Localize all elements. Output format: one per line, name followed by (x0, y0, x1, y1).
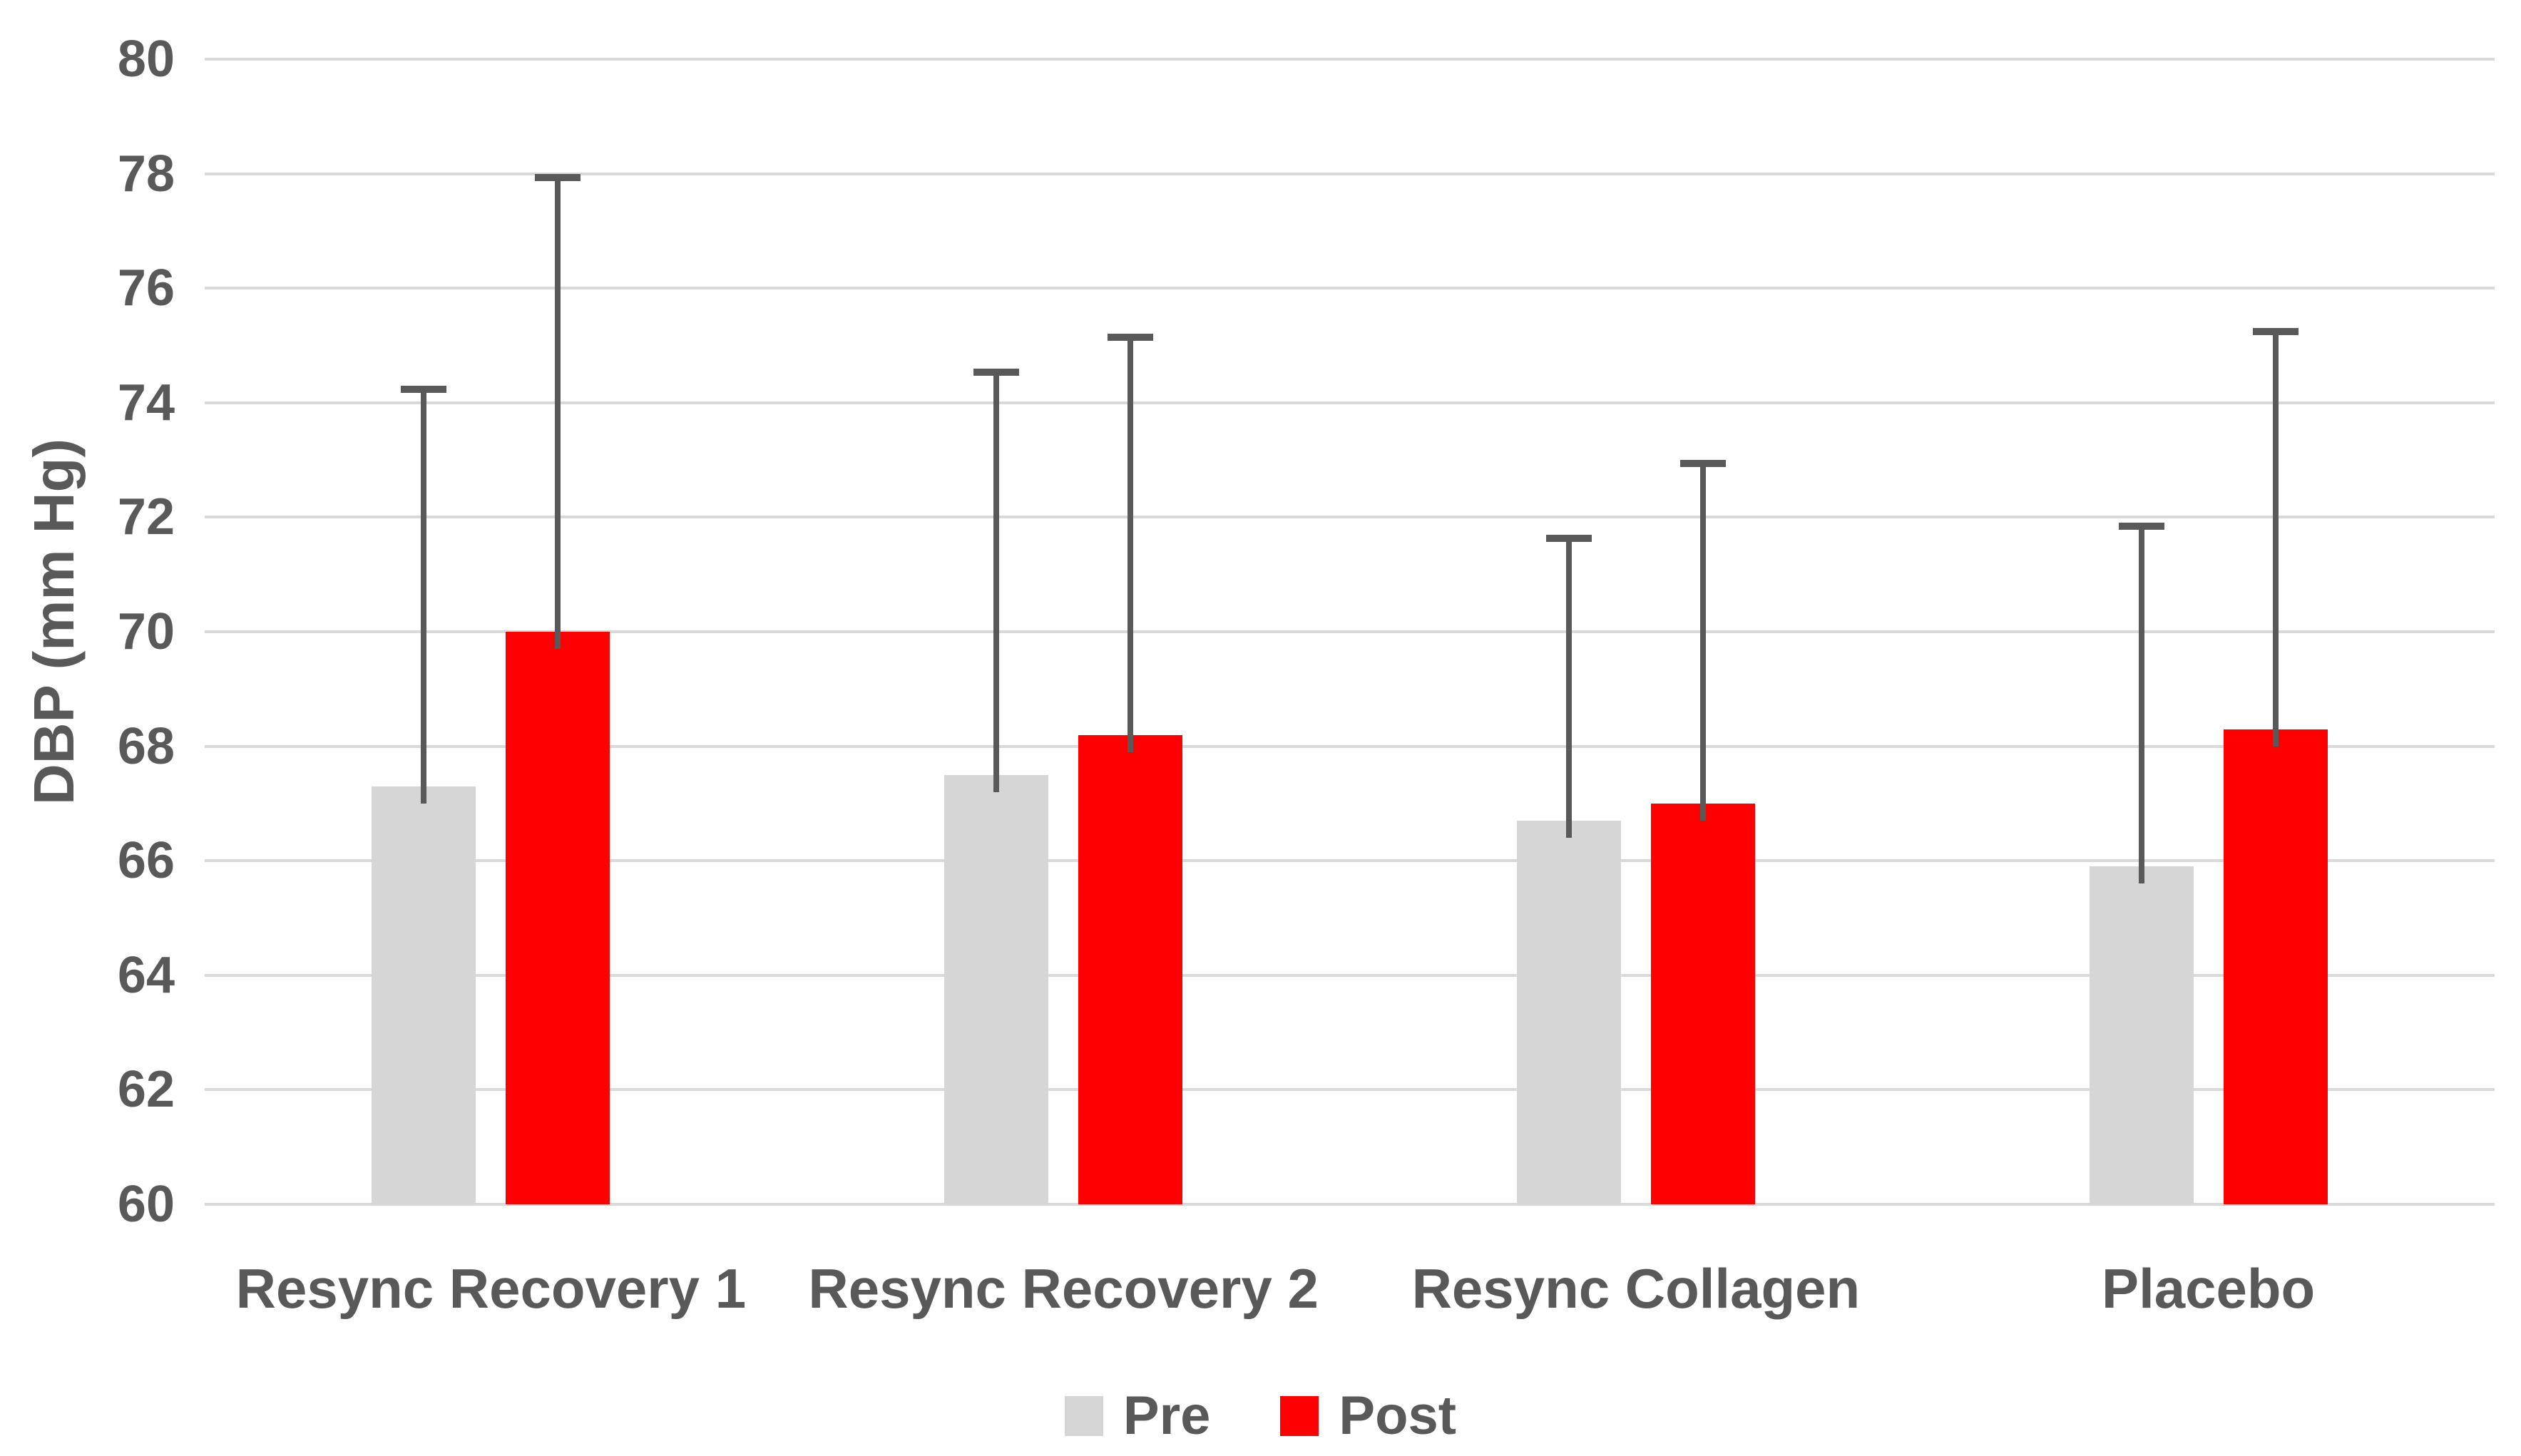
y-tick-label-72: 72 (117, 488, 175, 546)
gridline-80 (205, 58, 2495, 61)
error-bar-cap (535, 173, 581, 181)
error-bar-post-3 (1680, 460, 1726, 821)
legend-swatch-pre (1064, 1396, 1103, 1436)
category-label-3: Resync Collagen (1411, 1257, 1861, 1320)
error-bar-stem (1127, 334, 1133, 752)
error-bar-stem (993, 368, 999, 792)
gridline-76 (205, 287, 2495, 290)
legend-label-pre: Pre (1123, 1385, 1211, 1446)
legend-label-post: Post (1339, 1385, 1457, 1446)
category-label-1: Resync Recovery 1 (235, 1257, 747, 1320)
gridline-66 (205, 859, 2495, 863)
legend-item-pre: Pre (1064, 1385, 1211, 1446)
error-bar-stem (1566, 534, 1572, 838)
y-tick-label-64: 64 (117, 946, 175, 1004)
gridline-74 (205, 401, 2495, 404)
legend-swatch-post (1280, 1396, 1319, 1436)
gridline-70 (205, 630, 2495, 633)
y-tick-label-70: 70 (117, 603, 175, 660)
bar-post-4 (2224, 328, 2328, 1204)
error-bar-pre-4 (2119, 523, 2164, 884)
bar-pre-4 (2090, 523, 2194, 1204)
error-bar-stem (2139, 523, 2144, 884)
bar-post-1 (506, 173, 610, 1204)
category-label-4: Placebo (2102, 1257, 2316, 1320)
bar-post-3 (1651, 460, 1755, 1204)
gridline-60 (205, 1203, 2495, 1206)
gridline-78 (205, 172, 2495, 175)
y-tick-label-74: 74 (117, 374, 175, 431)
error-bar-pre-3 (1546, 534, 1592, 838)
bar-post-2 (1078, 334, 1182, 1204)
error-bar-cap (401, 385, 446, 393)
error-bar-stem (555, 173, 561, 649)
error-bar-cap (2253, 328, 2298, 336)
y-tick-label-76: 76 (117, 260, 175, 317)
error-bar-cap (2119, 523, 2164, 530)
legend: Pre Post (0, 1388, 2521, 1445)
bar-pre-3 (1517, 534, 1621, 1204)
error-bar-cap (1680, 460, 1726, 468)
gridline-64 (205, 973, 2495, 977)
y-tick-label-68: 68 (117, 717, 175, 775)
y-tick-label-60: 60 (117, 1176, 175, 1233)
error-bar-cap (973, 368, 1019, 376)
legend-item-post: Post (1280, 1389, 1456, 1443)
bar-pre-2 (944, 368, 1048, 1204)
y-tick-label-78: 78 (117, 145, 175, 202)
error-bar-cap (1546, 534, 1592, 542)
gridline-62 (205, 1088, 2495, 1092)
gridline-68 (205, 744, 2495, 748)
y-tick-label-62: 62 (117, 1061, 175, 1119)
bar-pre-1 (372, 385, 476, 1204)
category-label-2: Resync Recovery 2 (808, 1257, 1319, 1320)
x-axis-category-labels: Resync Recovery 1 Resync Recovery 2 Resync… (205, 1249, 2495, 1328)
plot-area (205, 58, 2495, 1206)
y-tick-label-80: 80 (117, 31, 175, 88)
error-bar-post-1 (535, 173, 581, 649)
error-bar-stem (1700, 460, 1706, 821)
error-bar-post-2 (1108, 334, 1153, 752)
error-bar-pre-1 (401, 385, 446, 804)
error-bar-stem (421, 385, 426, 804)
gridline-72 (205, 516, 2495, 519)
error-bar-post-4 (2253, 328, 2298, 747)
error-bar-pre-2 (973, 368, 1019, 792)
error-bar-stem (2273, 328, 2279, 747)
error-bar-cap (1108, 334, 1153, 342)
y-tick-label-66: 66 (117, 832, 175, 890)
